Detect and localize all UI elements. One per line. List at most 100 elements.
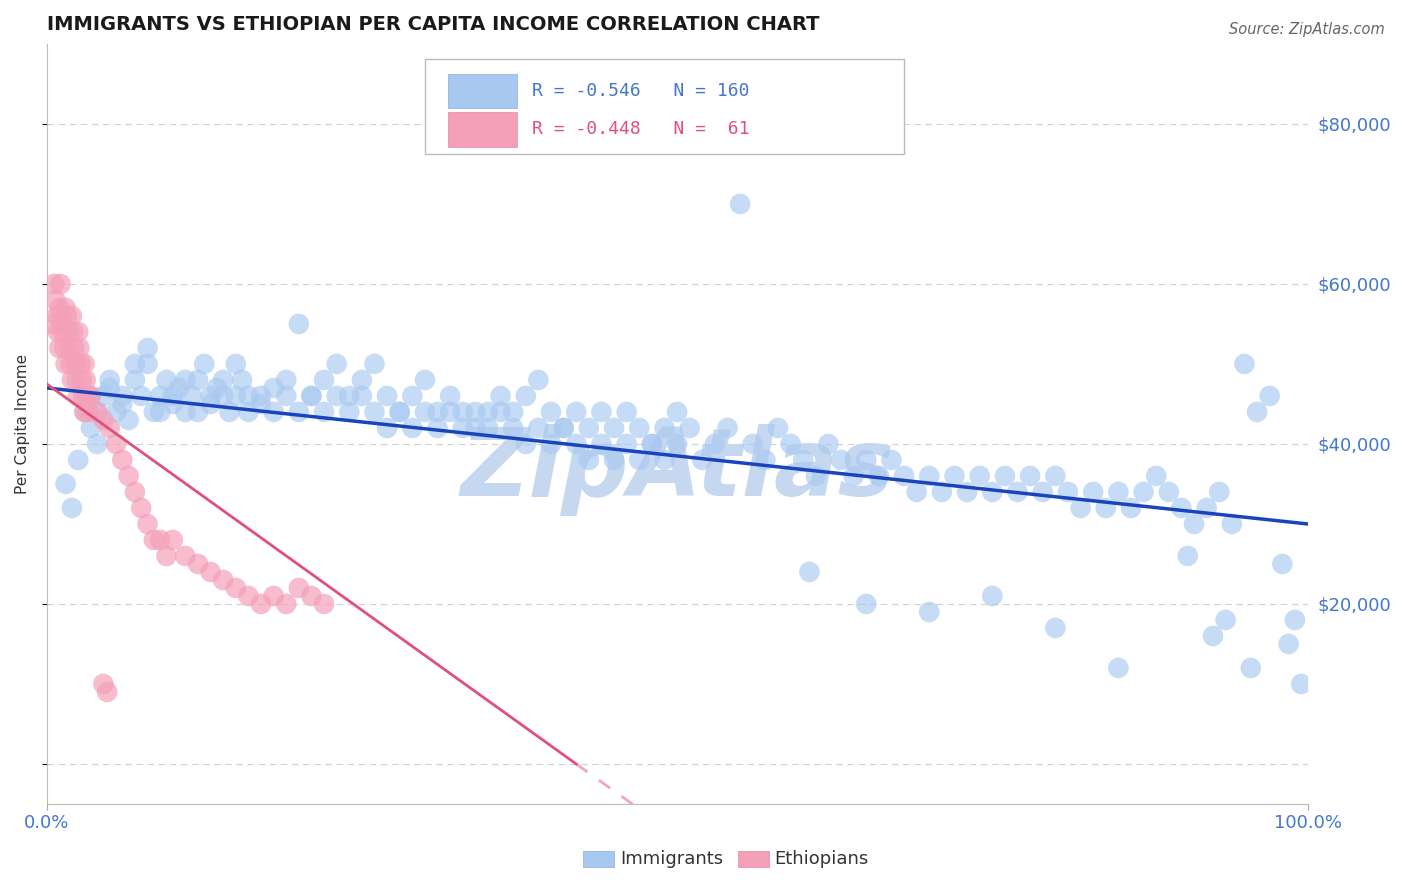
Point (96, 685, 118, 699)
Text: Immigrants: Immigrants (620, 850, 723, 868)
Point (1208, 485, 1230, 500)
Point (388, 405, 411, 419)
Text: Ethiopians: Ethiopians (775, 850, 869, 868)
Point (325, 389, 347, 403)
Point (1144, 469, 1167, 483)
Point (439, 389, 461, 403)
Point (918, 469, 941, 483)
Point (654, 421, 676, 435)
Point (73, 405, 96, 419)
Point (62, 325, 84, 339)
Point (1157, 485, 1180, 500)
Point (288, 317, 311, 331)
Point (337, 405, 360, 419)
Point (142, 405, 165, 419)
Point (578, 453, 600, 467)
Point (187, 373, 209, 387)
Point (943, 469, 966, 483)
Point (288, 405, 311, 419)
Point (489, 405, 512, 419)
Text: R = -0.448   N =  61: R = -0.448 N = 61 (531, 120, 749, 138)
Point (1019, 469, 1042, 483)
FancyBboxPatch shape (425, 59, 904, 154)
Point (86, 437, 108, 451)
Point (830, 453, 852, 467)
Point (880, 453, 903, 467)
Point (401, 389, 423, 403)
Point (70, 373, 93, 387)
Point (855, 453, 877, 467)
Point (212, 373, 235, 387)
Point (477, 421, 499, 435)
Point (1246, 405, 1268, 419)
Point (105, 405, 128, 419)
Point (804, 469, 827, 483)
Point (65, 357, 87, 371)
Point (124, 357, 146, 371)
Point (515, 389, 537, 403)
Point (187, 405, 209, 419)
Point (1032, 485, 1054, 500)
Point (63, 341, 86, 355)
Point (1094, 500, 1116, 515)
Point (312, 405, 335, 419)
Point (401, 421, 423, 435)
Point (981, 589, 1004, 603)
Point (766, 421, 789, 435)
Point (451, 405, 474, 419)
Point (1045, 469, 1067, 483)
Point (149, 533, 172, 547)
Point (799, 565, 821, 579)
Point (337, 389, 360, 403)
Point (56, 309, 79, 323)
Point (77, 405, 100, 419)
Point (666, 437, 689, 451)
Point (98, 421, 121, 435)
Point (905, 485, 928, 500)
Point (51, 317, 73, 331)
Point (591, 437, 613, 451)
Point (301, 389, 323, 403)
Point (591, 405, 613, 419)
Point (52, 325, 75, 339)
Point (1045, 621, 1067, 635)
Point (703, 437, 725, 451)
Point (363, 357, 385, 371)
Point (1057, 485, 1080, 500)
Point (67, 325, 90, 339)
Point (98, 381, 121, 395)
Point (263, 405, 285, 419)
Point (212, 573, 235, 587)
Point (124, 373, 146, 387)
Point (129, 389, 152, 403)
Point (58, 341, 80, 355)
Point (263, 381, 285, 395)
Point (692, 453, 714, 467)
Point (578, 421, 600, 435)
Point (149, 389, 172, 403)
Point (1107, 485, 1129, 500)
Point (1195, 500, 1218, 515)
Point (312, 597, 335, 611)
Point (1289, 677, 1312, 691)
Point (779, 437, 801, 451)
Point (167, 381, 190, 395)
Point (111, 389, 134, 403)
Point (225, 389, 247, 403)
Point (250, 397, 273, 411)
Point (250, 389, 273, 403)
FancyBboxPatch shape (447, 74, 517, 109)
Point (502, 405, 524, 419)
Point (42, 317, 65, 331)
Point (603, 421, 626, 435)
Point (162, 389, 184, 403)
Point (553, 421, 575, 435)
Point (55, 301, 77, 315)
Point (149, 405, 172, 419)
Point (527, 421, 550, 435)
Point (53, 341, 76, 355)
Point (1083, 485, 1105, 500)
FancyBboxPatch shape (447, 112, 517, 146)
Point (413, 373, 436, 387)
Point (48, 301, 70, 315)
